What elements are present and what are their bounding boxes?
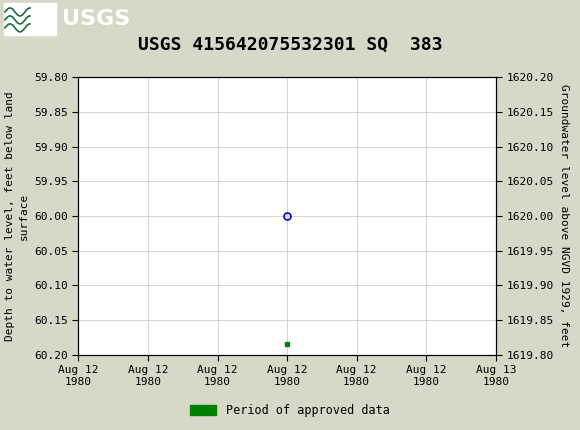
Legend: Period of approved data: Period of approved data — [186, 399, 394, 422]
Bar — [4, 3, 56, 35]
Text: USGS: USGS — [62, 9, 130, 29]
Y-axis label: Groundwater level above NGVD 1929, feet: Groundwater level above NGVD 1929, feet — [559, 84, 569, 348]
Y-axis label: Depth to water level, feet below land
surface: Depth to water level, feet below land su… — [5, 91, 28, 341]
Text: USGS 415642075532301 SQ  383: USGS 415642075532301 SQ 383 — [138, 36, 442, 54]
